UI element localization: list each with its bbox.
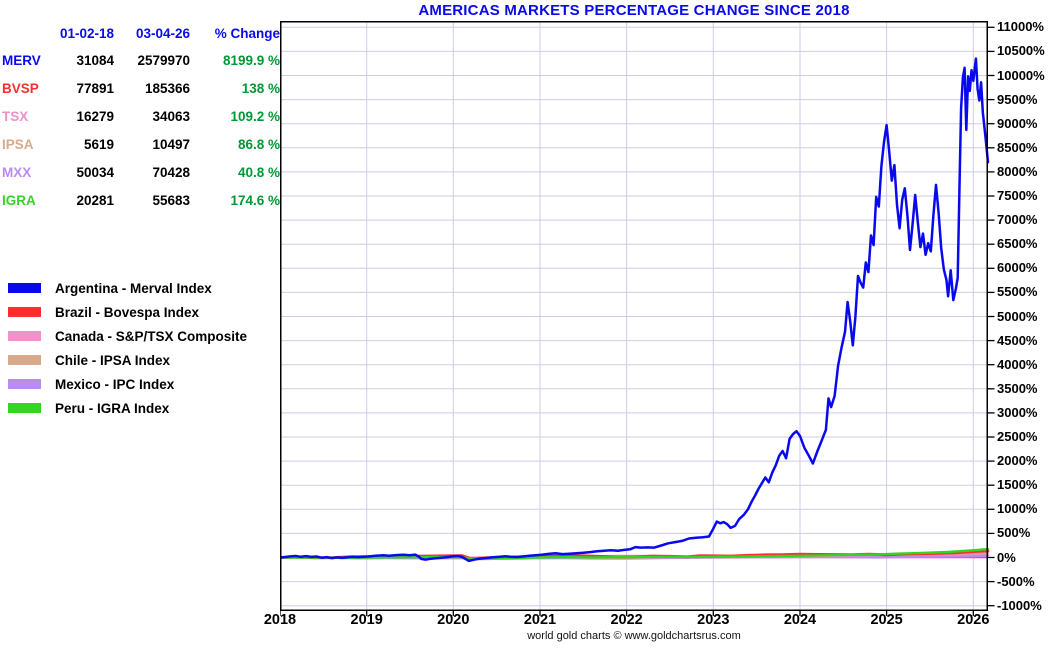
y-axis-label: -500% [997,573,1035,589]
y-axis-label: 6500% [997,236,1038,252]
series-line-IGRA [280,547,990,560]
end-value: 55683 [152,192,190,208]
legend-item: Mexico - IPC Index [8,372,247,396]
ticker-label: IPSA [2,136,34,152]
y-axis-label: 3500% [997,380,1038,396]
x-axis-label: 2021 [523,612,557,628]
end-value: 185366 [144,80,190,96]
table-row: TSX 16279 34063 109.2 % [2,102,280,130]
change-value: 109.2 % [230,108,280,124]
start-value: 77891 [76,80,114,96]
ticker-label: TSX [2,108,29,124]
start-value: 20281 [76,192,114,208]
change-value: 86.8 % [237,136,280,152]
y-axis-label: 4000% [997,356,1038,372]
legend-label: Canada - S&P/TSX Composite [55,328,248,344]
start-value: 5619 [83,136,114,152]
legend-swatch [8,379,41,389]
ticker-label: MXX [2,164,32,180]
legend-item: Argentina - Merval Index [8,276,247,300]
legend-item: Brazil - Bovespa Index [8,300,247,324]
plot-area [280,21,995,616]
x-axis-label: 2024 [783,612,817,628]
end-value: 10497 [152,136,190,152]
y-axis-label: 1500% [997,477,1038,493]
change-value: 174.6 % [230,192,280,208]
y-axis-label: 7000% [997,212,1038,228]
y-axis-label: 7500% [997,188,1038,203]
x-axis-label: 2025 [870,612,903,628]
y-axis-label: 2500% [997,429,1038,444]
change-value: 138 % [241,80,280,96]
ticker-label: BVSP [2,80,39,96]
legend-label: Brazil - Bovespa Index [55,304,200,320]
legend-label: Chile - IPSA Index [55,352,171,368]
legend-swatch [8,331,41,341]
y-axis-label: 0% [997,549,1016,565]
table-row: MXX 50034 70428 40.8 % [2,158,280,186]
ticker-label: IGRA [2,192,36,208]
y-axis-label: 10500% [997,43,1045,59]
summary-table: 01-02-18 03-04-26 % Change MERV 31084 2579970… [2,20,280,214]
legend-swatch [8,307,41,317]
table-row: IGRA 20281 55683 174.6 % [2,186,280,214]
end-value: 34063 [152,108,190,124]
x-axis-label: 2023 [697,612,730,628]
table-header: % Change [214,25,280,41]
y-axis-label: 8000% [997,163,1038,179]
legend-label: Argentina - Merval Index [55,280,212,296]
chart-title: AMERICAS MARKETS PERCENTAGE CHANGE SINCE… [418,2,850,19]
table-header-row: 01-02-18 03-04-26 % Change [2,20,280,46]
start-value: 16279 [76,108,114,124]
y-axis-label: 6000% [997,260,1038,276]
table-row: MERV 31084 2579970 8199.9 % [2,46,280,74]
legend-item: Peru - IGRA Index [8,396,247,420]
legend-label: Peru - IGRA Index [55,400,170,416]
table-header: 01-02-18 [59,25,114,41]
y-axis-label: -1000% [997,597,1042,613]
footer-credit: world gold charts © www.goldchartsrus.co… [527,630,741,642]
y-axis-label: 500% [997,525,1031,541]
legend-label: Mexico - IPC Index [55,376,175,392]
table-row: IPSA 5619 10497 86.8 % [2,130,280,158]
table-header: 03-04-26 [135,25,190,41]
legend: Argentina - Merval Index Brazil - Bovespa… [8,276,247,420]
table-row: BVSP 77891 185366 138 % [2,74,280,102]
change-value: 40.8 % [237,164,280,180]
change-value: 8199.9 % [222,52,280,68]
y-axis-label: 5000% [997,308,1038,324]
y-axis-label: 4500% [997,332,1038,348]
legend-item: Chile - IPSA Index [8,348,247,372]
x-axis-label: 2020 [437,612,470,628]
y-axis-label: 1000% [997,501,1038,517]
y-axis-label: 9000% [997,115,1038,131]
y-axis-label: 8500% [997,139,1038,155]
end-value: 2579970 [137,52,190,68]
legend-swatch [8,403,41,413]
y-axis-label: 5500% [997,284,1038,300]
y-axis-label: 2000% [997,453,1038,469]
series-line-MERV [280,57,990,563]
legend-swatch [8,283,41,293]
x-axis-label: 2018 [263,612,297,628]
x-axis-label: 2019 [350,612,383,628]
start-value: 31084 [76,52,114,68]
x-axis-label: 2022 [610,612,643,628]
plot-border [280,21,988,611]
y-axis-label: 10000% [997,67,1045,83]
end-value: 70428 [152,164,190,180]
legend-item: Canada - S&P/TSX Composite [8,324,247,348]
start-value: 50034 [76,164,114,180]
legend-swatch [8,355,41,365]
y-axis-label: 3000% [997,404,1038,420]
x-axis-label: 2026 [957,612,990,628]
ticker-label: MERV [2,52,41,68]
y-axis-label: 9500% [997,91,1038,107]
y-axis-label: 11000% [997,19,1044,35]
